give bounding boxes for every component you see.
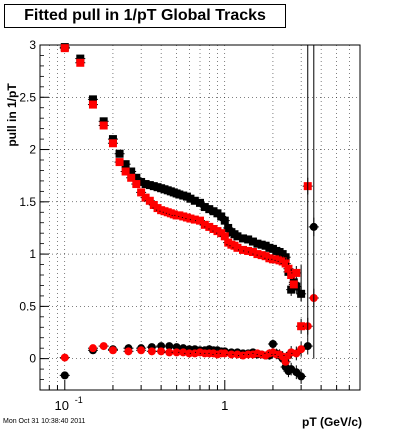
data-point-square (239, 245, 248, 254)
data-point-square (137, 188, 146, 197)
data-point-square (289, 280, 298, 289)
data-point-square (244, 246, 253, 255)
data-point-square (233, 243, 242, 252)
data-point-circle (172, 348, 181, 357)
data-point-square (297, 322, 306, 331)
data-point-square (88, 95, 97, 104)
data-point-circle (165, 348, 174, 357)
x-axis-label: pT (GeV/c) (302, 415, 362, 429)
data-point-circle (185, 349, 194, 358)
data-point-square (287, 271, 296, 279)
y-tick-label: 1.5 (19, 195, 36, 209)
data-point-square (239, 234, 248, 243)
data-point-square (99, 121, 108, 130)
data-point-square (196, 216, 204, 225)
x-tick-label: 10 (55, 398, 69, 413)
data-point-square (115, 158, 124, 167)
y-tick-label: 0 (29, 352, 36, 366)
data-point-circle (137, 346, 146, 355)
data-point-square (281, 259, 290, 268)
data-point-square (141, 193, 150, 202)
data-point-circle (297, 345, 306, 354)
data-point-square (76, 54, 85, 63)
data-point-circle (157, 347, 166, 356)
data-point-square (141, 180, 150, 189)
data-point-square (121, 160, 130, 169)
data-point-square (224, 223, 233, 232)
data-point-square (200, 220, 209, 229)
data-point-square (99, 117, 108, 126)
data-point-circle (99, 342, 108, 351)
data-point-square (233, 232, 242, 241)
data-point-square (132, 180, 141, 189)
timestamp-footer: Mon Oct 31 10:38:40 2011 (3, 418, 86, 425)
data-point-square (205, 222, 214, 231)
data-point-square (145, 196, 154, 205)
data-point-circle (108, 346, 117, 355)
data-point-square (217, 212, 226, 221)
y-tick-label: 2 (29, 143, 36, 157)
data-marks (59, 43, 319, 384)
data-point-square (88, 100, 97, 109)
y-tick-label: 1 (29, 247, 36, 261)
data-point-square (108, 135, 117, 144)
data-point-square (121, 167, 130, 176)
data-point-square (253, 250, 262, 259)
data-point-circle (165, 342, 174, 351)
data-point-circle (220, 349, 229, 358)
data-point-square (108, 139, 117, 148)
data-point-circle (227, 350, 236, 359)
data-point-circle (60, 371, 69, 380)
data-point-square (186, 194, 195, 203)
y-tick-label: 0.5 (19, 299, 36, 313)
axes: 0 0.5 1 1.5 2 2.5 3 10 -1 1 (19, 38, 350, 413)
data-point-square (115, 149, 124, 158)
data-point-square (60, 44, 69, 53)
data-point-circle (179, 348, 188, 357)
y-tick-label: 2.5 (19, 90, 36, 104)
data-point-circle (88, 344, 97, 353)
y-tick-label: 3 (29, 38, 36, 52)
data-point-circle (147, 347, 156, 356)
data-point-square (127, 167, 136, 176)
data-point-circle (268, 340, 277, 348)
y-axis-label: pull in 1/pT (5, 83, 19, 147)
data-point-square (200, 203, 209, 212)
data-point-square (190, 215, 199, 224)
x-tick-label-exponent: -1 (75, 395, 83, 405)
data-point-square (132, 173, 141, 182)
data-point-circle (297, 372, 306, 381)
data-point-square (186, 214, 195, 223)
data-point-square (196, 198, 204, 207)
data-point-circle (281, 357, 290, 366)
data-point-square (76, 58, 85, 67)
chart-title: Fitted pull in 1/pT Global Tracks (4, 4, 286, 28)
data-point-square (248, 237, 257, 246)
data-point-circle (60, 353, 69, 362)
data-point-square (220, 232, 229, 241)
data-point-square (284, 264, 293, 273)
data-point-square (127, 173, 136, 182)
data-point-square (287, 285, 296, 294)
data-point-square (253, 239, 262, 248)
data-point-square (137, 177, 146, 186)
data-point-square (220, 216, 229, 225)
data-point-square (292, 268, 301, 277)
data-point-square (281, 253, 290, 262)
x-tick-label: 1 (221, 398, 228, 413)
data-point-circle (124, 347, 133, 356)
data-point-square (244, 235, 253, 244)
data-point-square (248, 248, 257, 256)
data-point-square (190, 196, 199, 205)
data-point-circle (303, 342, 312, 351)
data-point-square (205, 205, 214, 214)
